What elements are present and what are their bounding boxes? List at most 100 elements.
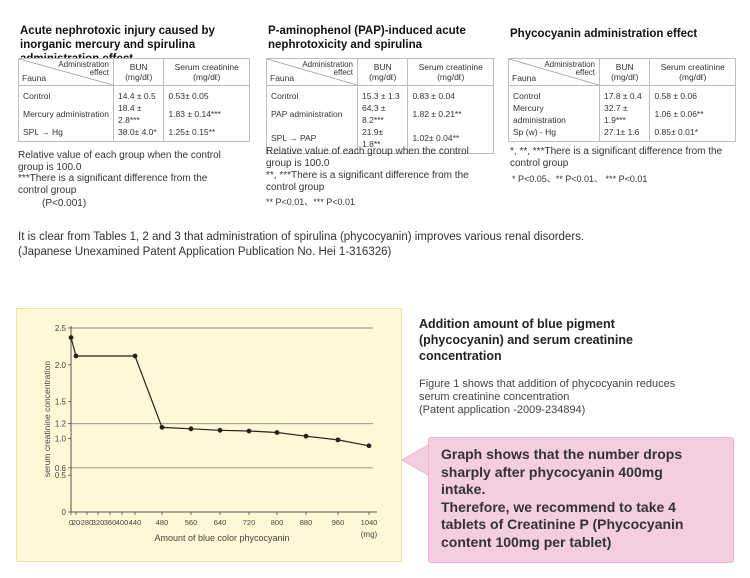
x-tick-label: 720	[243, 518, 256, 527]
y-tick-label: 2.0	[55, 361, 67, 370]
figure-heading: Addition amount of blue pigment (phycocy…	[419, 316, 739, 364]
x-tick-label: 640	[214, 518, 227, 527]
data-point	[73, 353, 79, 359]
callout-line-4: Therefore, we recommend to take 4	[441, 498, 676, 515]
data-point	[132, 353, 138, 359]
bun-value: 64.3 ± 8.2***	[356, 102, 409, 126]
creatinine-value: 0.85± 0.01*	[649, 126, 736, 142]
figure-heading-line-1: Addition amount of blue pigment	[419, 317, 615, 331]
y-tick-label: 0.5	[55, 471, 67, 480]
y-tick-label: 1.2	[55, 420, 67, 429]
table3-col-creatinine: Serum creatinine (mg/dℓ)	[649, 58, 736, 86]
table3-title: Phycocyanin administration effect	[510, 28, 698, 40]
row-label: SPL → PAP	[266, 126, 358, 154]
data-point	[246, 428, 252, 434]
table3-note-2: * P<0.05、** P<0.01、 *** P<0.01	[512, 174, 648, 184]
row-label: Control	[508, 85, 600, 102]
callout-pointer	[400, 443, 430, 477]
bun-value: 32.7 ± 1.9***	[598, 102, 651, 126]
table-row: Control 14.4 ± 0.5 0.53± 0.05	[18, 85, 250, 102]
creatinine-value: 0.53± 0.05	[163, 85, 250, 102]
table2-diag-bottom-label: Fauna	[270, 73, 295, 83]
data-point	[335, 437, 341, 443]
table3-note-1: *, **, ***There is a significant differe…	[510, 146, 723, 169]
creatinine-value: 1.83 ± 0.14***	[163, 102, 250, 126]
table2-note-3: ** P<0.01、*** P<0.01	[266, 197, 356, 207]
table1-diagonal-header: Administration effect Fauna	[18, 58, 114, 86]
table1-note-3: (P<0.001)	[42, 198, 87, 209]
table1-diag-bottom-label: Fauna	[22, 73, 47, 83]
y-tick-label: 1.0	[55, 434, 67, 443]
y-tick-label: 2.5	[55, 324, 67, 333]
figure-heading-line-2: (phycocyanin) and serum creatinine	[419, 333, 633, 347]
table2-note-2: **, ***There is a significant difference…	[266, 170, 469, 193]
creatinine-value: 0.83 ± 0.04	[407, 85, 494, 102]
x-tick-label: 1040	[361, 518, 378, 527]
table3-diag-bottom-label: Fauna	[512, 73, 537, 83]
bun-value: 18.4 ± 2.8***	[112, 102, 165, 126]
table1-diag-top-label: Administration effect	[58, 60, 109, 77]
row-label: Sp (w) - Hg	[508, 126, 600, 142]
table-row: Control 15.3 ± 1.3 0.83 ± 0.04	[266, 85, 494, 102]
x-tick-label: 960	[332, 518, 345, 527]
table2-note-1: Relative value of each group when the co…	[266, 146, 469, 169]
table1-col-bun: BUN (mg/dℓ)	[112, 58, 165, 86]
data-point	[188, 426, 194, 432]
creatinine-value: 1.25± 0.15**	[163, 126, 250, 142]
x-tick-label: 480	[156, 518, 169, 527]
creatinine-value: 0.58 ± 0.06	[649, 85, 736, 102]
table1: Administration effect Fauna BUN (mg/dℓ) …	[18, 58, 250, 142]
x-tick-label: 800	[271, 518, 284, 527]
table3-diagonal-header: Administration effect Fauna	[508, 58, 600, 86]
creatinine-value: 1.02± 0.04**	[407, 126, 494, 154]
table3: Administration effect Fauna BUN (mg/dℓ) …	[508, 58, 736, 142]
x-tick-label: 20	[72, 518, 80, 527]
table-row: PAP administration 64.3 ± 8.2*** 1.82 ± …	[266, 102, 494, 126]
summary-line-2: (Japanese Unexamined Patent Application …	[18, 246, 392, 258]
callout-line-3: intake.	[441, 481, 486, 497]
y-axis-label: serum creatinine concentration	[42, 361, 52, 478]
figure-caption-line-3: (Patent application -2009-234894)	[419, 404, 586, 416]
data-point	[274, 430, 280, 435]
table-row: Mercury administration 18.4 ± 2.8*** 1.8…	[18, 102, 250, 126]
table-row: Sp (w) - Hg 27.1± 1.6 0.85± 0.01*	[508, 126, 736, 142]
x-tick-label: 880	[300, 518, 313, 527]
x-tick-label: 560	[185, 518, 198, 527]
x-unit-label: (mg)	[361, 530, 378, 539]
bun-value: 27.1± 1.6	[598, 126, 651, 142]
row-label: PAP administration	[266, 102, 358, 126]
table1-note-2: ***There is a significant difference fro…	[18, 173, 208, 196]
table2: Administration effect Fauna BUN (mg/dℓ) …	[266, 58, 494, 154]
bun-value: 21.9± 1.8**	[356, 126, 409, 154]
table2-diagonal-header: Administration effect Fauna	[266, 58, 358, 86]
row-label: Mercury administration	[18, 102, 114, 126]
table1-note-1: Relative value of each group when the co…	[18, 150, 221, 173]
table-row: SPL → PAP 21.9± 1.8** 1.02± 0.04**	[266, 126, 494, 154]
bun-value: 15.3 ± 1.3	[356, 85, 409, 102]
callout-line-2: sharply after phycocyanin 400mg	[441, 463, 663, 480]
recommendation-callout: Graph shows that the number drops sharpl…	[428, 437, 734, 563]
callout-line-5: tablets of Creatinine P (Phycocyanin	[441, 516, 684, 532]
bun-value: 38.0± 4.0*	[112, 126, 165, 142]
creatinine-value: 1.06 ± 0.06**	[649, 102, 736, 126]
y-tick-label: 0.6	[55, 464, 67, 473]
figure-caption-line-2: serum creatinine concentration	[419, 391, 570, 403]
data-point	[68, 335, 74, 340]
x-axis-label: Amount of blue color phycocyanin	[154, 533, 289, 543]
table2-title: P-aminophenol (PAP)-induced acute nephro…	[268, 25, 466, 51]
row-label: SPL → Hg	[18, 126, 114, 142]
y-tick-label: 0	[62, 508, 67, 517]
chart-panel: 0 0.5 0.6 1.0 1.2 1.5 2.0 2.5 0 20 280 320 360 400 440…	[16, 308, 402, 562]
figure-caption-line-1: Figure 1 shows that addition of phycocya…	[419, 378, 676, 390]
x-tick-label: 360	[104, 518, 117, 527]
table1-col-creatinine: Serum creatinine (mg/dℓ)	[163, 58, 250, 86]
bun-value: 17.8 ± 0.4	[598, 85, 651, 102]
y-tick-label: 1.5	[55, 398, 67, 407]
row-label: Control	[18, 85, 114, 102]
x-tick-label: 400	[116, 518, 129, 527]
figure-caption: Figure 1 shows that addition of phycocya…	[419, 378, 739, 417]
bun-value: 14.4 ± 0.5	[112, 85, 165, 102]
x-tick-label: 280	[81, 518, 94, 527]
table3-col-bun: BUN (mg/dℓ)	[598, 58, 651, 86]
